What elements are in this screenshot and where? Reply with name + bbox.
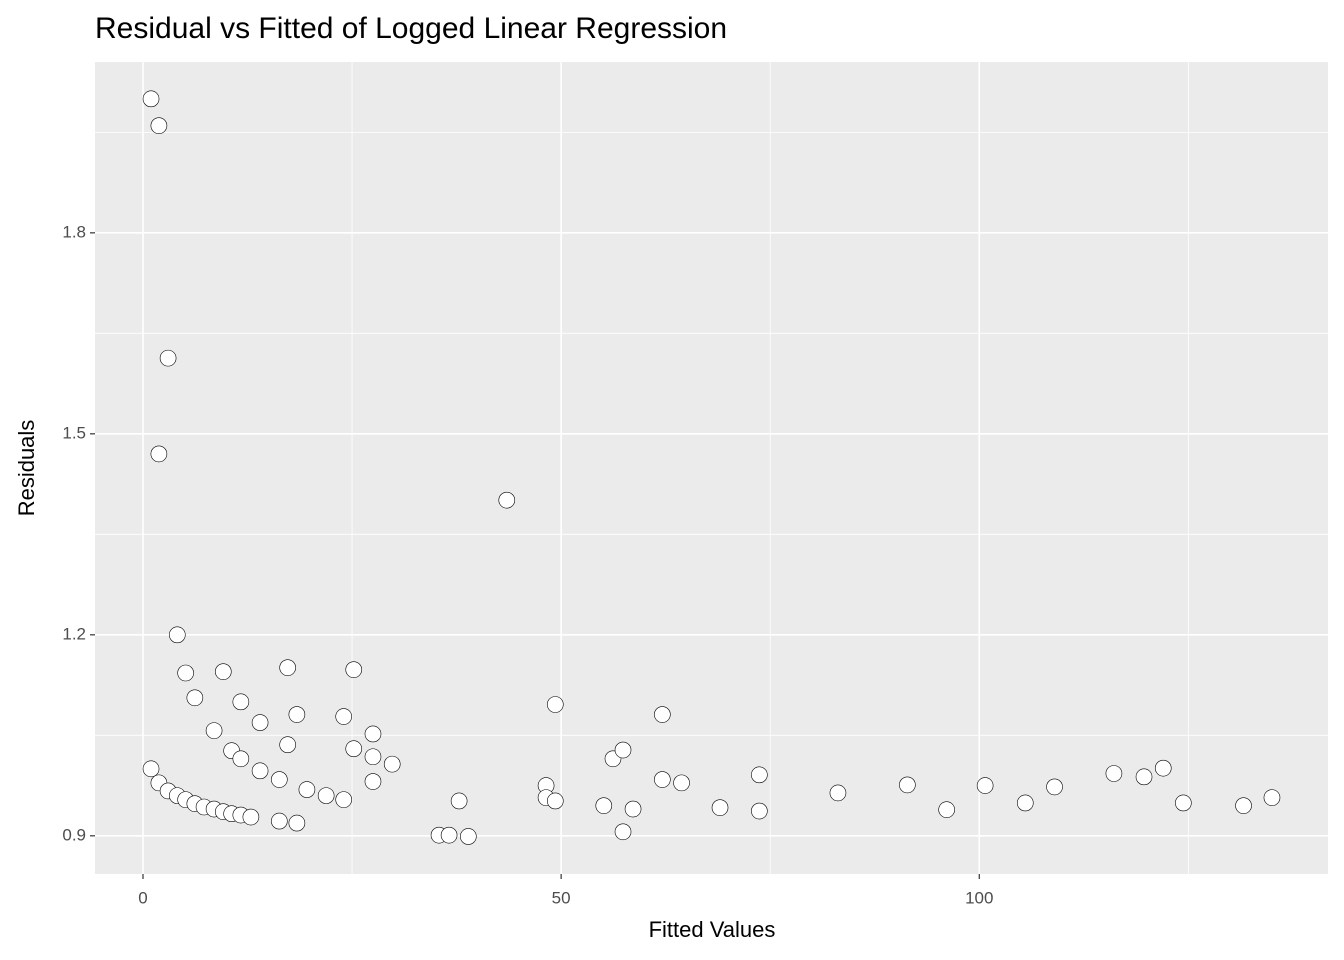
point xyxy=(899,776,916,794)
point xyxy=(288,814,306,832)
point xyxy=(595,797,613,814)
point xyxy=(271,812,288,830)
point xyxy=(298,781,316,798)
point xyxy=(142,90,160,108)
y-tick-label: 1.2 xyxy=(62,624,86,643)
y-tick-label: 1.8 xyxy=(62,222,86,241)
point xyxy=(383,755,401,773)
point xyxy=(1135,768,1153,786)
point xyxy=(938,801,955,818)
point xyxy=(159,349,177,367)
point xyxy=(654,706,671,723)
point xyxy=(186,689,204,707)
point xyxy=(546,792,564,810)
point xyxy=(364,773,382,790)
point xyxy=(624,800,642,818)
chart-title: Residual vs Fitted of Logged Linear Regr… xyxy=(95,12,727,45)
point xyxy=(1046,778,1063,796)
point xyxy=(317,787,335,804)
point xyxy=(976,777,994,794)
point xyxy=(751,802,768,820)
point xyxy=(1175,794,1192,812)
point xyxy=(614,823,632,841)
point xyxy=(460,828,477,845)
point xyxy=(214,663,232,680)
point xyxy=(335,708,353,725)
point xyxy=(150,117,168,134)
x-tick-label: 100 xyxy=(965,888,993,907)
point xyxy=(364,725,382,743)
point xyxy=(440,826,458,844)
point xyxy=(1235,797,1252,814)
point xyxy=(251,714,269,731)
x-tick-label: 0 xyxy=(138,888,147,907)
point xyxy=(364,748,382,766)
point xyxy=(168,626,186,644)
y-tick-label: 1.5 xyxy=(62,423,86,442)
point xyxy=(1016,794,1034,812)
point xyxy=(1154,759,1172,777)
point xyxy=(279,736,296,753)
point xyxy=(142,760,160,778)
point xyxy=(829,784,847,802)
point xyxy=(279,659,296,676)
point xyxy=(546,696,564,713)
point xyxy=(271,771,288,788)
point xyxy=(232,693,250,711)
point xyxy=(711,799,729,816)
point xyxy=(654,771,671,788)
point xyxy=(242,808,260,826)
point xyxy=(150,445,168,463)
y-axis-title: Residuals xyxy=(14,420,39,517)
point xyxy=(450,792,468,810)
point xyxy=(335,791,353,808)
point xyxy=(345,740,363,758)
x-tick-label: 50 xyxy=(552,888,571,907)
y-tick-label: 0.9 xyxy=(62,825,86,844)
point xyxy=(1105,765,1123,782)
point xyxy=(251,762,269,780)
point xyxy=(345,661,363,678)
point xyxy=(498,491,516,509)
point xyxy=(205,722,223,739)
point xyxy=(1263,789,1281,806)
point xyxy=(288,706,306,723)
point xyxy=(232,750,250,768)
x-axis-title: Fitted Values xyxy=(649,917,776,942)
point xyxy=(614,741,632,759)
point xyxy=(177,664,194,682)
point xyxy=(751,766,768,784)
point xyxy=(673,774,690,792)
plot-background xyxy=(95,62,1328,874)
